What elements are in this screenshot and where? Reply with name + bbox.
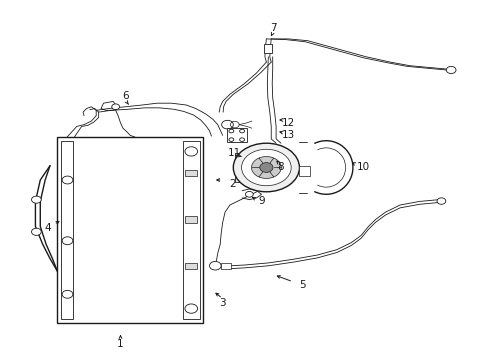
Bar (61, 141, 73, 319)
Circle shape (251, 157, 281, 179)
Circle shape (239, 129, 244, 133)
Circle shape (209, 261, 221, 270)
Circle shape (259, 163, 272, 172)
Bar (57, 137, 203, 323)
Bar (299, 166, 309, 176)
Circle shape (112, 104, 119, 110)
Circle shape (62, 176, 73, 184)
Circle shape (241, 149, 290, 186)
Circle shape (233, 143, 299, 192)
Text: 8: 8 (277, 162, 284, 172)
Bar (183, 141, 200, 319)
Text: 6: 6 (122, 91, 128, 101)
Circle shape (62, 291, 73, 298)
Text: 9: 9 (258, 197, 264, 206)
Circle shape (446, 66, 455, 73)
Circle shape (228, 138, 233, 141)
Text: 1: 1 (117, 339, 123, 348)
Text: 5: 5 (299, 280, 305, 291)
Text: 3: 3 (219, 298, 225, 308)
Bar (227, 128, 246, 143)
Bar (234, 153, 266, 182)
Circle shape (228, 129, 233, 133)
Text: 7: 7 (270, 23, 276, 33)
Bar (185, 170, 197, 176)
Circle shape (436, 198, 445, 204)
Text: 4: 4 (44, 223, 51, 233)
Circle shape (245, 192, 253, 197)
Bar (221, 263, 230, 269)
Circle shape (184, 147, 197, 156)
Circle shape (239, 138, 244, 141)
Text: 12: 12 (281, 118, 294, 128)
Text: 11: 11 (228, 148, 241, 158)
Circle shape (31, 228, 41, 235)
Text: 2: 2 (228, 179, 235, 189)
Circle shape (31, 196, 41, 203)
Bar (264, 44, 272, 53)
Bar (185, 216, 197, 223)
Bar (185, 263, 197, 269)
Circle shape (62, 237, 73, 245)
Circle shape (184, 304, 197, 313)
Text: 10: 10 (356, 162, 369, 172)
Text: 13: 13 (281, 130, 294, 140)
